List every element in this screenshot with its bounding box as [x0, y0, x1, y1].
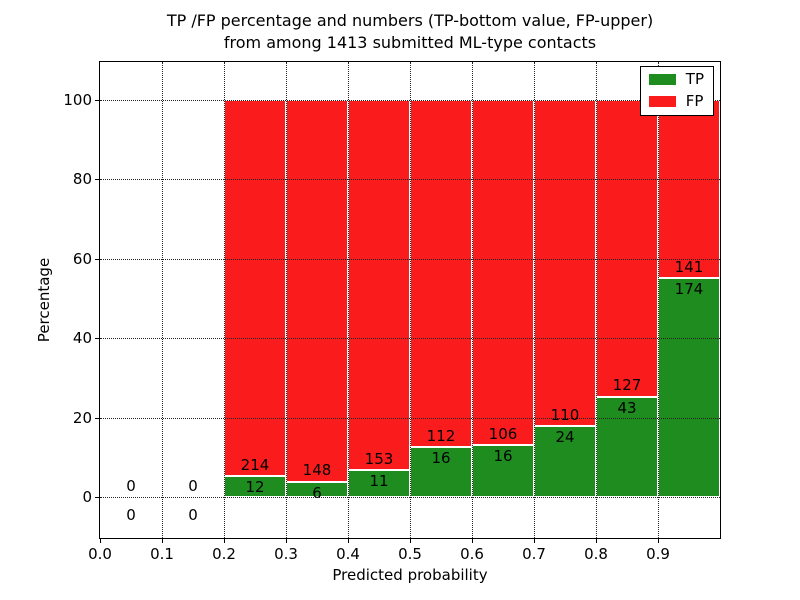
fp-bar-segment: [534, 100, 596, 426]
fp-bar-segment: [410, 100, 472, 448]
x-tick-mark: [658, 539, 659, 543]
y-tick-label: 0: [82, 488, 92, 506]
y-tick-mark: [95, 497, 99, 498]
y-tick-label: 60: [72, 249, 92, 268]
fp-count-label: 110: [550, 405, 580, 424]
x-tick-label: 0.0: [88, 545, 112, 563]
tp-color-swatch: [648, 74, 676, 85]
fp-count-label: 106: [488, 424, 518, 443]
x-tick-mark: [596, 539, 597, 543]
tp-count-label: 0: [188, 505, 198, 524]
vertical-gridline: [224, 62, 225, 538]
x-tick-mark: [162, 539, 163, 543]
vertical-gridline: [410, 62, 411, 538]
fp-bar-segment: [348, 100, 410, 471]
x-tick-label: 0.9: [646, 545, 670, 563]
fp-count-label: 148: [302, 461, 332, 480]
legend-label-tp: TP: [685, 70, 704, 88]
fp-count-label: 0: [188, 476, 198, 495]
x-tick-label: 0.8: [584, 545, 608, 563]
tp-count-label: 43: [617, 398, 637, 417]
y-tick-label: 80: [72, 170, 92, 189]
vertical-gridline: [286, 62, 287, 538]
plot-area: TP FP 0 0 0 0 214 12 148 6 153 11 112 16 106 16 110 24 1…: [99, 61, 721, 539]
x-tick-label: 0.1: [150, 545, 174, 563]
chart-title: TP /FP percentage and numbers (TP-bottom…: [90, 10, 730, 54]
legend-label-fp: FP: [685, 92, 704, 110]
x-tick-label: 0.3: [274, 545, 298, 563]
horizontal-gridline: [100, 179, 720, 181]
tp-count-label: 16: [493, 447, 513, 466]
x-tick-label: 0.7: [522, 545, 546, 563]
vertical-gridline: [658, 62, 659, 538]
y-tick-mark: [95, 179, 99, 181]
x-tick-label: 0.2: [212, 545, 236, 563]
tp-count-label: 12: [245, 478, 265, 497]
tp-count-label: 174: [674, 279, 704, 298]
fp-count-label: 153: [364, 450, 394, 469]
horizontal-gridline: [100, 497, 720, 498]
horizontal-gridline: [100, 100, 720, 101]
x-tick-mark: [224, 539, 225, 543]
tp-count-label: 24: [555, 428, 575, 446]
chart-title-line-1: TP /FP percentage and numbers (TP-bottom…: [166, 11, 654, 30]
x-tick-mark: [472, 539, 473, 543]
tp-bar-segment: [348, 470, 410, 497]
tp-count-label: 11: [369, 472, 389, 491]
fp-bar-segment: [286, 100, 348, 482]
tp-count-label: 0: [126, 505, 136, 524]
y-tick-label: 40: [72, 329, 92, 348]
x-axis-label: Predicted probability: [332, 566, 488, 584]
fp-count-label: 141: [674, 257, 704, 276]
y-tick-mark: [95, 100, 99, 101]
x-tick-label: 0.6: [460, 545, 484, 563]
x-tick-mark: [348, 539, 349, 543]
fp-count-label: 0: [126, 476, 136, 495]
vertical-gridline: [596, 62, 597, 538]
fp-count-label: 214: [240, 455, 270, 474]
legend-item-fp: FP: [648, 92, 704, 110]
tp-count-label: 6: [312, 483, 322, 502]
fp-count-label: 127: [612, 376, 642, 395]
y-tick-mark: [95, 258, 99, 260]
vertical-gridline: [348, 62, 349, 538]
fp-bar-segment: [224, 100, 286, 476]
vertical-gridline: [534, 62, 535, 538]
chart-title-line-2: from among 1413 submitted ML-type contac…: [223, 33, 597, 52]
vertical-gridline: [472, 62, 473, 538]
horizontal-gridline: [100, 417, 720, 419]
vertical-gridline: [162, 62, 163, 538]
x-tick-label: 0.4: [336, 545, 360, 563]
horizontal-gridline: [100, 258, 720, 260]
fp-bar-segment: [658, 100, 720, 278]
x-tick-label: 0.5: [398, 545, 422, 563]
tp-bar-segment: [410, 447, 472, 497]
y-tick-label: 20: [72, 408, 92, 427]
fp-color-swatch: [648, 96, 676, 107]
tp-bar-segment: [658, 277, 720, 497]
x-tick-mark: [100, 539, 101, 543]
x-tick-mark: [410, 539, 411, 543]
legend: TP FP: [639, 66, 714, 116]
fp-bar-segment: [596, 100, 658, 397]
horizontal-gridline: [100, 338, 720, 340]
x-tick-mark: [286, 539, 287, 543]
y-tick-label: 100: [63, 91, 92, 109]
tp-count-label: 16: [431, 449, 451, 468]
y-tick-mark: [95, 338, 99, 340]
fp-bar-segment: [472, 100, 534, 445]
fp-count-label: 112: [426, 427, 456, 446]
x-tick-mark: [534, 539, 535, 543]
y-tick-mark: [95, 417, 99, 419]
legend-item-tp: TP: [648, 70, 704, 88]
